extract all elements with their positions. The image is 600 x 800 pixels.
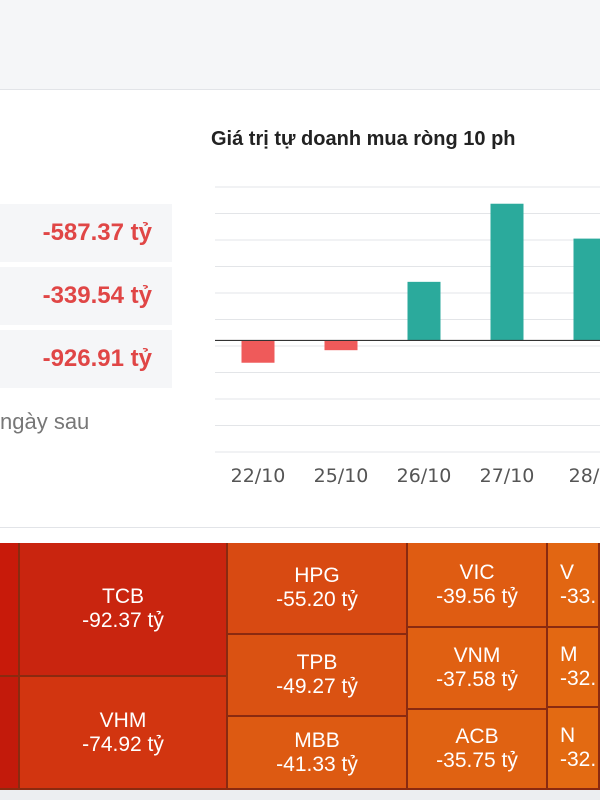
tile-ticker: MBB [294, 728, 340, 752]
bottom-strip [0, 790, 600, 800]
tile-value: -33. [560, 584, 597, 608]
tile-value: -55.20 tỷ [276, 588, 358, 611]
treemap-tile-m[interactable]: M -32. [548, 628, 600, 708]
treemap-tile-mbb[interactable]: MBB -41.33 tỷ [228, 717, 408, 790]
top-bar [0, 0, 600, 90]
treemap-tile-vnm[interactable]: VNM -37.58 tỷ [408, 628, 548, 710]
tile-ticker: TCB [102, 585, 144, 608]
tile-value: -32. [560, 667, 597, 690]
section-divider [0, 527, 600, 528]
tile-ticker: ACB [455, 725, 499, 748]
tile-value: -74.92 tỷ [82, 732, 164, 756]
treemap-tile-tpb[interactable]: TPB -49.27 tỷ [228, 635, 408, 717]
treemap-tile[interactable] [0, 543, 20, 677]
treemap-tile-hpg[interactable]: HPG -55.20 tỷ [228, 543, 408, 635]
x-tick-label: 22/10 [231, 465, 286, 487]
tile-value: -32. [560, 748, 597, 771]
treemap-tile-v[interactable]: V -33. [548, 543, 600, 628]
tile-value: -35.75 tỷ [436, 749, 518, 772]
tile-ticker: TPB [296, 651, 338, 674]
treemap-tile-n[interactable]: N -32. [548, 708, 600, 790]
treemap-tile-vic[interactable]: VIC -39.56 tỷ [408, 543, 548, 628]
summary-value-2: -339.54 tỷ [0, 267, 172, 325]
tile-value: -41.33 tỷ [276, 752, 358, 776]
chart-bar [490, 203, 524, 341]
x-tick-label: 28/1 [569, 465, 600, 487]
summary-value-1: -587.37 tỷ [0, 204, 172, 262]
tile-ticker: VHM [99, 708, 147, 732]
tile-ticker: M [560, 643, 578, 666]
tile-value: -39.56 tỷ [436, 584, 518, 608]
chart-bar [573, 238, 600, 341]
tile-value: -92.37 tỷ [82, 609, 164, 632]
x-tick-label: 26/10 [397, 465, 452, 487]
net-buy-chart: 22/10 25/10 26/10 27/10 28/1 [215, 186, 600, 487]
chart-title: Giá trị tự doanh mua ròng 10 ph [211, 128, 516, 150]
tile-ticker: HPG [294, 564, 340, 587]
treemap-tile[interactable] [0, 677, 20, 790]
tile-ticker: VIC [459, 560, 495, 584]
tile-ticker: V [560, 560, 575, 584]
x-tick-label: 27/10 [480, 465, 535, 487]
chart-bar [241, 340, 275, 363]
tile-ticker: N [560, 724, 576, 747]
treemap-tile-tcb[interactable]: TCB -92.37 tỷ [20, 543, 228, 677]
tile-value: -37.58 tỷ [436, 668, 518, 691]
treemap-tile-acb[interactable]: ACB -35.75 tỷ [408, 710, 548, 790]
treemap-tile-vhm[interactable]: VHM -74.92 tỷ [20, 677, 228, 790]
summary-note: ngày sau [0, 409, 90, 434]
tile-value: -49.27 tỷ [276, 675, 358, 698]
chart-bar [407, 281, 441, 341]
tile-ticker: VNM [453, 644, 501, 667]
summary-value-3: -926.91 tỷ [0, 330, 172, 388]
chart-bar [324, 340, 358, 351]
x-tick-label: 25/10 [314, 465, 369, 487]
